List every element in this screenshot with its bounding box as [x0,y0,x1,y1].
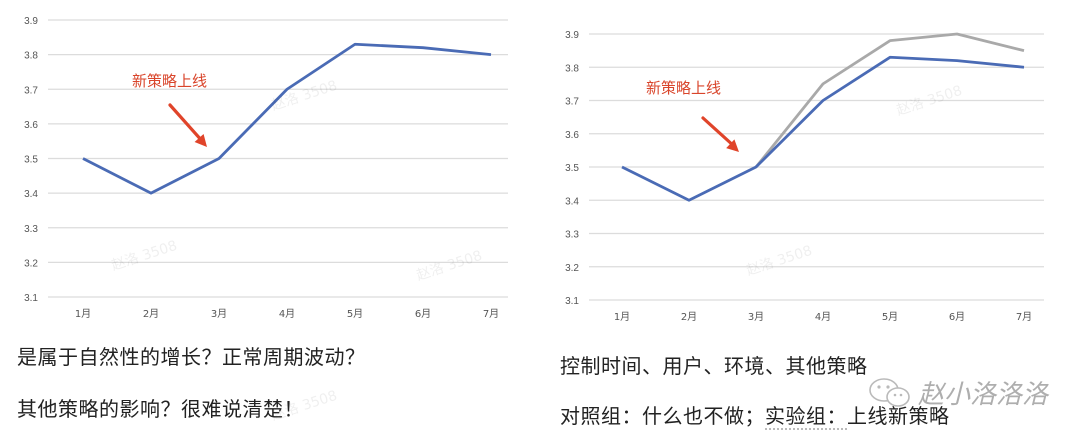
x-tick-label: 7月 [483,308,499,320]
right-line-chart: 3.1 3.2 3.3 3.4 3.5 3.6 3.7 3.8 3.9 1月 2月 3月 4月 5月 6月 7… [565,30,1044,323]
right-chart: 3.1 3.2 3.3 3.4 3.5 3.6 3.7 3.8 3.9 1月 2月 3月 4月 5月 6月 7… [540,0,1080,330]
series-line [621,55,1025,202]
x-tick-label: 3月 [748,311,764,323]
x-tick-label: 7月 [1016,311,1032,323]
x-tick-label: 5月 [882,311,898,323]
series-line [82,42,492,195]
y-tick-label: 3.2 [24,258,38,269]
left-caption-line-2: 其他策略的影响？很难说清楚！ [17,397,304,421]
x-tick-label: 1月 [614,311,630,323]
y-tick-label: 3.1 [24,293,38,304]
x-tick-label: 2月 [143,308,159,320]
right-caption-line-2: 对照组：什么也不做；实验组：上线新策略 [560,400,950,430]
y-tick-label: 3.8 [565,63,579,74]
y-tick-label: 3.7 [565,97,579,108]
arrow-icon [168,103,207,147]
y-tick-label: 3.9 [565,30,579,41]
y-tick-label: 3.6 [24,120,38,131]
x-tick-label: 2月 [681,311,697,323]
experiment-group-label: 实验组： [765,404,847,430]
y-tick-label: 3.1 [565,296,579,307]
x-tick-label: 5月 [347,308,363,320]
arrow-icon [701,116,739,152]
account-signature: 赵小洛洛洛 [868,374,1048,411]
y-tick-label: 3.8 [24,51,38,62]
y-tick-label: 3.5 [565,163,579,174]
left-annotation: 新策略上线 [132,72,208,90]
y-tick-label: 3.6 [565,130,579,141]
series-line [754,32,1025,168]
left-caption-line-1: 是属于自然性的增长？正常周期波动？ [17,345,366,369]
control-group-text: 对照组：什么也不做； [560,404,765,428]
x-tick-label: 4月 [279,308,295,320]
y-tick-label: 3.3 [565,230,579,241]
left-chart: 3.1 3.2 3.3 3.4 3.5 3.6 3.7 3.8 3.9 1月 2月 3月 4月 5月 6月 7… [0,0,540,330]
x-tick-label: 6月 [949,311,965,323]
y-tick-label: 3.9 [24,16,38,27]
wechat-icon [869,377,910,407]
experiment-group-text: 上线新策略 [847,404,950,428]
y-tick-label: 3.4 [565,196,579,207]
x-tick-label: 4月 [815,311,831,323]
x-tick-label: 1月 [75,308,91,320]
y-tick-label: 3.5 [24,155,38,166]
left-line-chart: 3.1 3.2 3.3 3.4 3.5 3.6 3.7 3.8 3.9 1月 2月 3月 4月 5月 6月 7… [24,16,508,320]
x-tick-label: 6月 [415,308,431,320]
y-tick-label: 3.3 [24,224,38,235]
right-caption-line-1: 控制时间、用户、环境、其他策略 [560,354,868,378]
x-tick-label: 3月 [211,308,227,320]
y-tick-label: 3.2 [565,263,579,274]
right-annotation: 新策略上线 [646,79,722,97]
y-tick-label: 3.4 [24,189,38,200]
signature-text: 赵小洛洛洛 [918,380,1049,410]
y-tick-label: 3.7 [24,85,38,96]
